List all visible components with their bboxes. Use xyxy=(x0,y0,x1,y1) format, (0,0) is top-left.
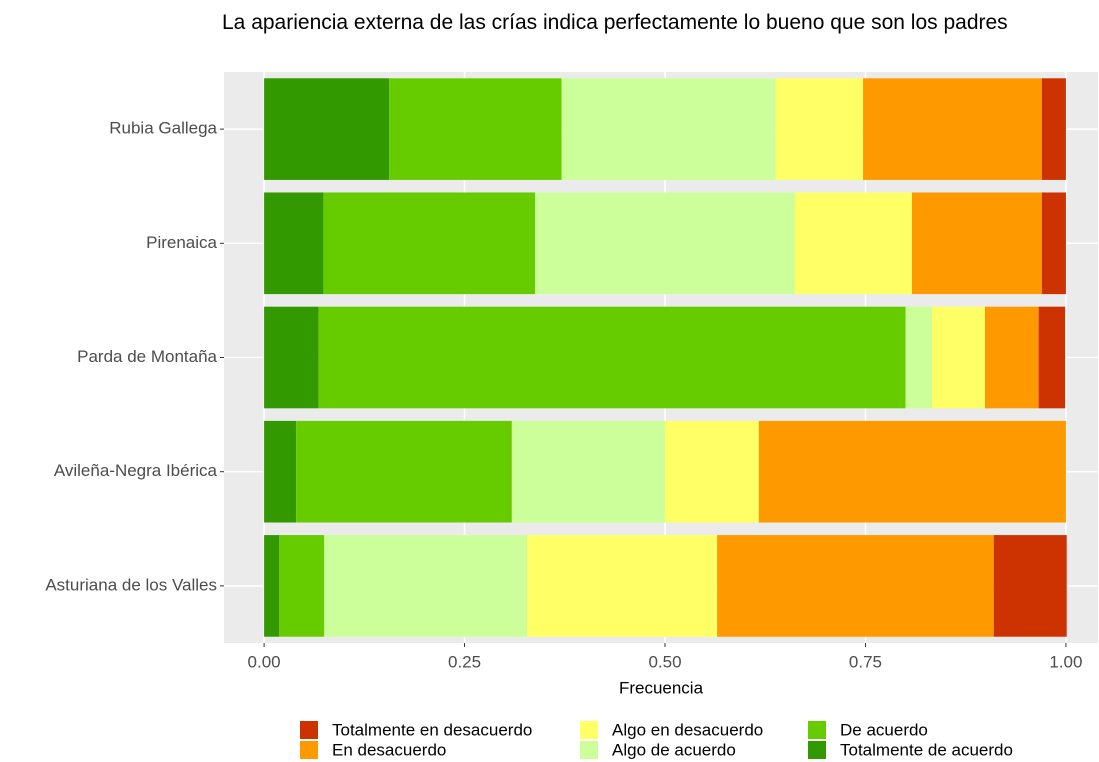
bar-segment xyxy=(905,306,933,409)
bar-segment xyxy=(1038,306,1066,409)
legend-key xyxy=(808,721,826,739)
bar-segment xyxy=(264,192,324,295)
bar-segment xyxy=(863,78,1042,180)
bar-segment xyxy=(296,420,512,523)
bar-segment xyxy=(665,420,759,523)
bar-segment xyxy=(1041,78,1066,180)
bar-segment xyxy=(264,420,297,523)
y-tick-label: Pirenaica xyxy=(146,233,217,252)
bar-segment xyxy=(264,78,390,180)
bar-segment xyxy=(324,535,528,637)
y-tick-label: Parda de Montaña xyxy=(77,347,217,366)
bar-segment xyxy=(984,306,1039,409)
y-tick-label: Avileña-Negra Ibérica xyxy=(54,461,218,480)
bar-segment xyxy=(535,192,795,295)
bar-segment xyxy=(527,535,718,637)
legend-key xyxy=(808,741,826,759)
legend-key xyxy=(300,741,318,759)
x-axis-label: Frecuencia xyxy=(619,678,704,697)
bar-segment xyxy=(932,306,985,409)
x-tick-label: 0.25 xyxy=(448,652,481,671)
bar-segment xyxy=(511,420,666,523)
x-tick-label: 0.75 xyxy=(849,652,882,671)
bar-segment xyxy=(561,78,776,180)
bar-segment xyxy=(775,78,864,180)
bar-segment xyxy=(264,306,319,409)
bar-segment xyxy=(1041,192,1066,295)
bar-segment xyxy=(758,420,1066,523)
x-tick-label: 1.00 xyxy=(1049,652,1082,671)
legend-key xyxy=(300,721,318,739)
bar-segment xyxy=(911,192,1042,295)
bar-segment xyxy=(318,306,906,409)
legend-label: Algo de acuerdo xyxy=(612,740,736,759)
bar-segment xyxy=(717,535,994,637)
bar-segment xyxy=(389,78,562,180)
y-tick-label: Rubia Gallega xyxy=(109,119,217,138)
bar-segment xyxy=(794,192,912,295)
legend-label: Totalmente en desacuerdo xyxy=(332,720,532,739)
bar-segment xyxy=(993,535,1067,637)
bar-segment xyxy=(264,535,280,637)
y-tick-label: Asturiana de los Valles xyxy=(45,575,217,594)
chart-title: La apariencia externa de las crías indic… xyxy=(222,11,1008,34)
legend-label: Algo en desacuerdo xyxy=(612,720,763,739)
legend-label: De acuerdo xyxy=(840,720,928,739)
legend-label: Totalmente de acuerdo xyxy=(840,740,1013,759)
legend-key xyxy=(580,741,598,759)
legend-label: En desacuerdo xyxy=(332,740,446,759)
bar-segment xyxy=(323,192,536,295)
legend-key xyxy=(580,721,598,739)
bar-segment xyxy=(279,535,325,637)
x-tick-label: 0.00 xyxy=(248,652,281,671)
x-tick-label: 0.50 xyxy=(648,652,681,671)
